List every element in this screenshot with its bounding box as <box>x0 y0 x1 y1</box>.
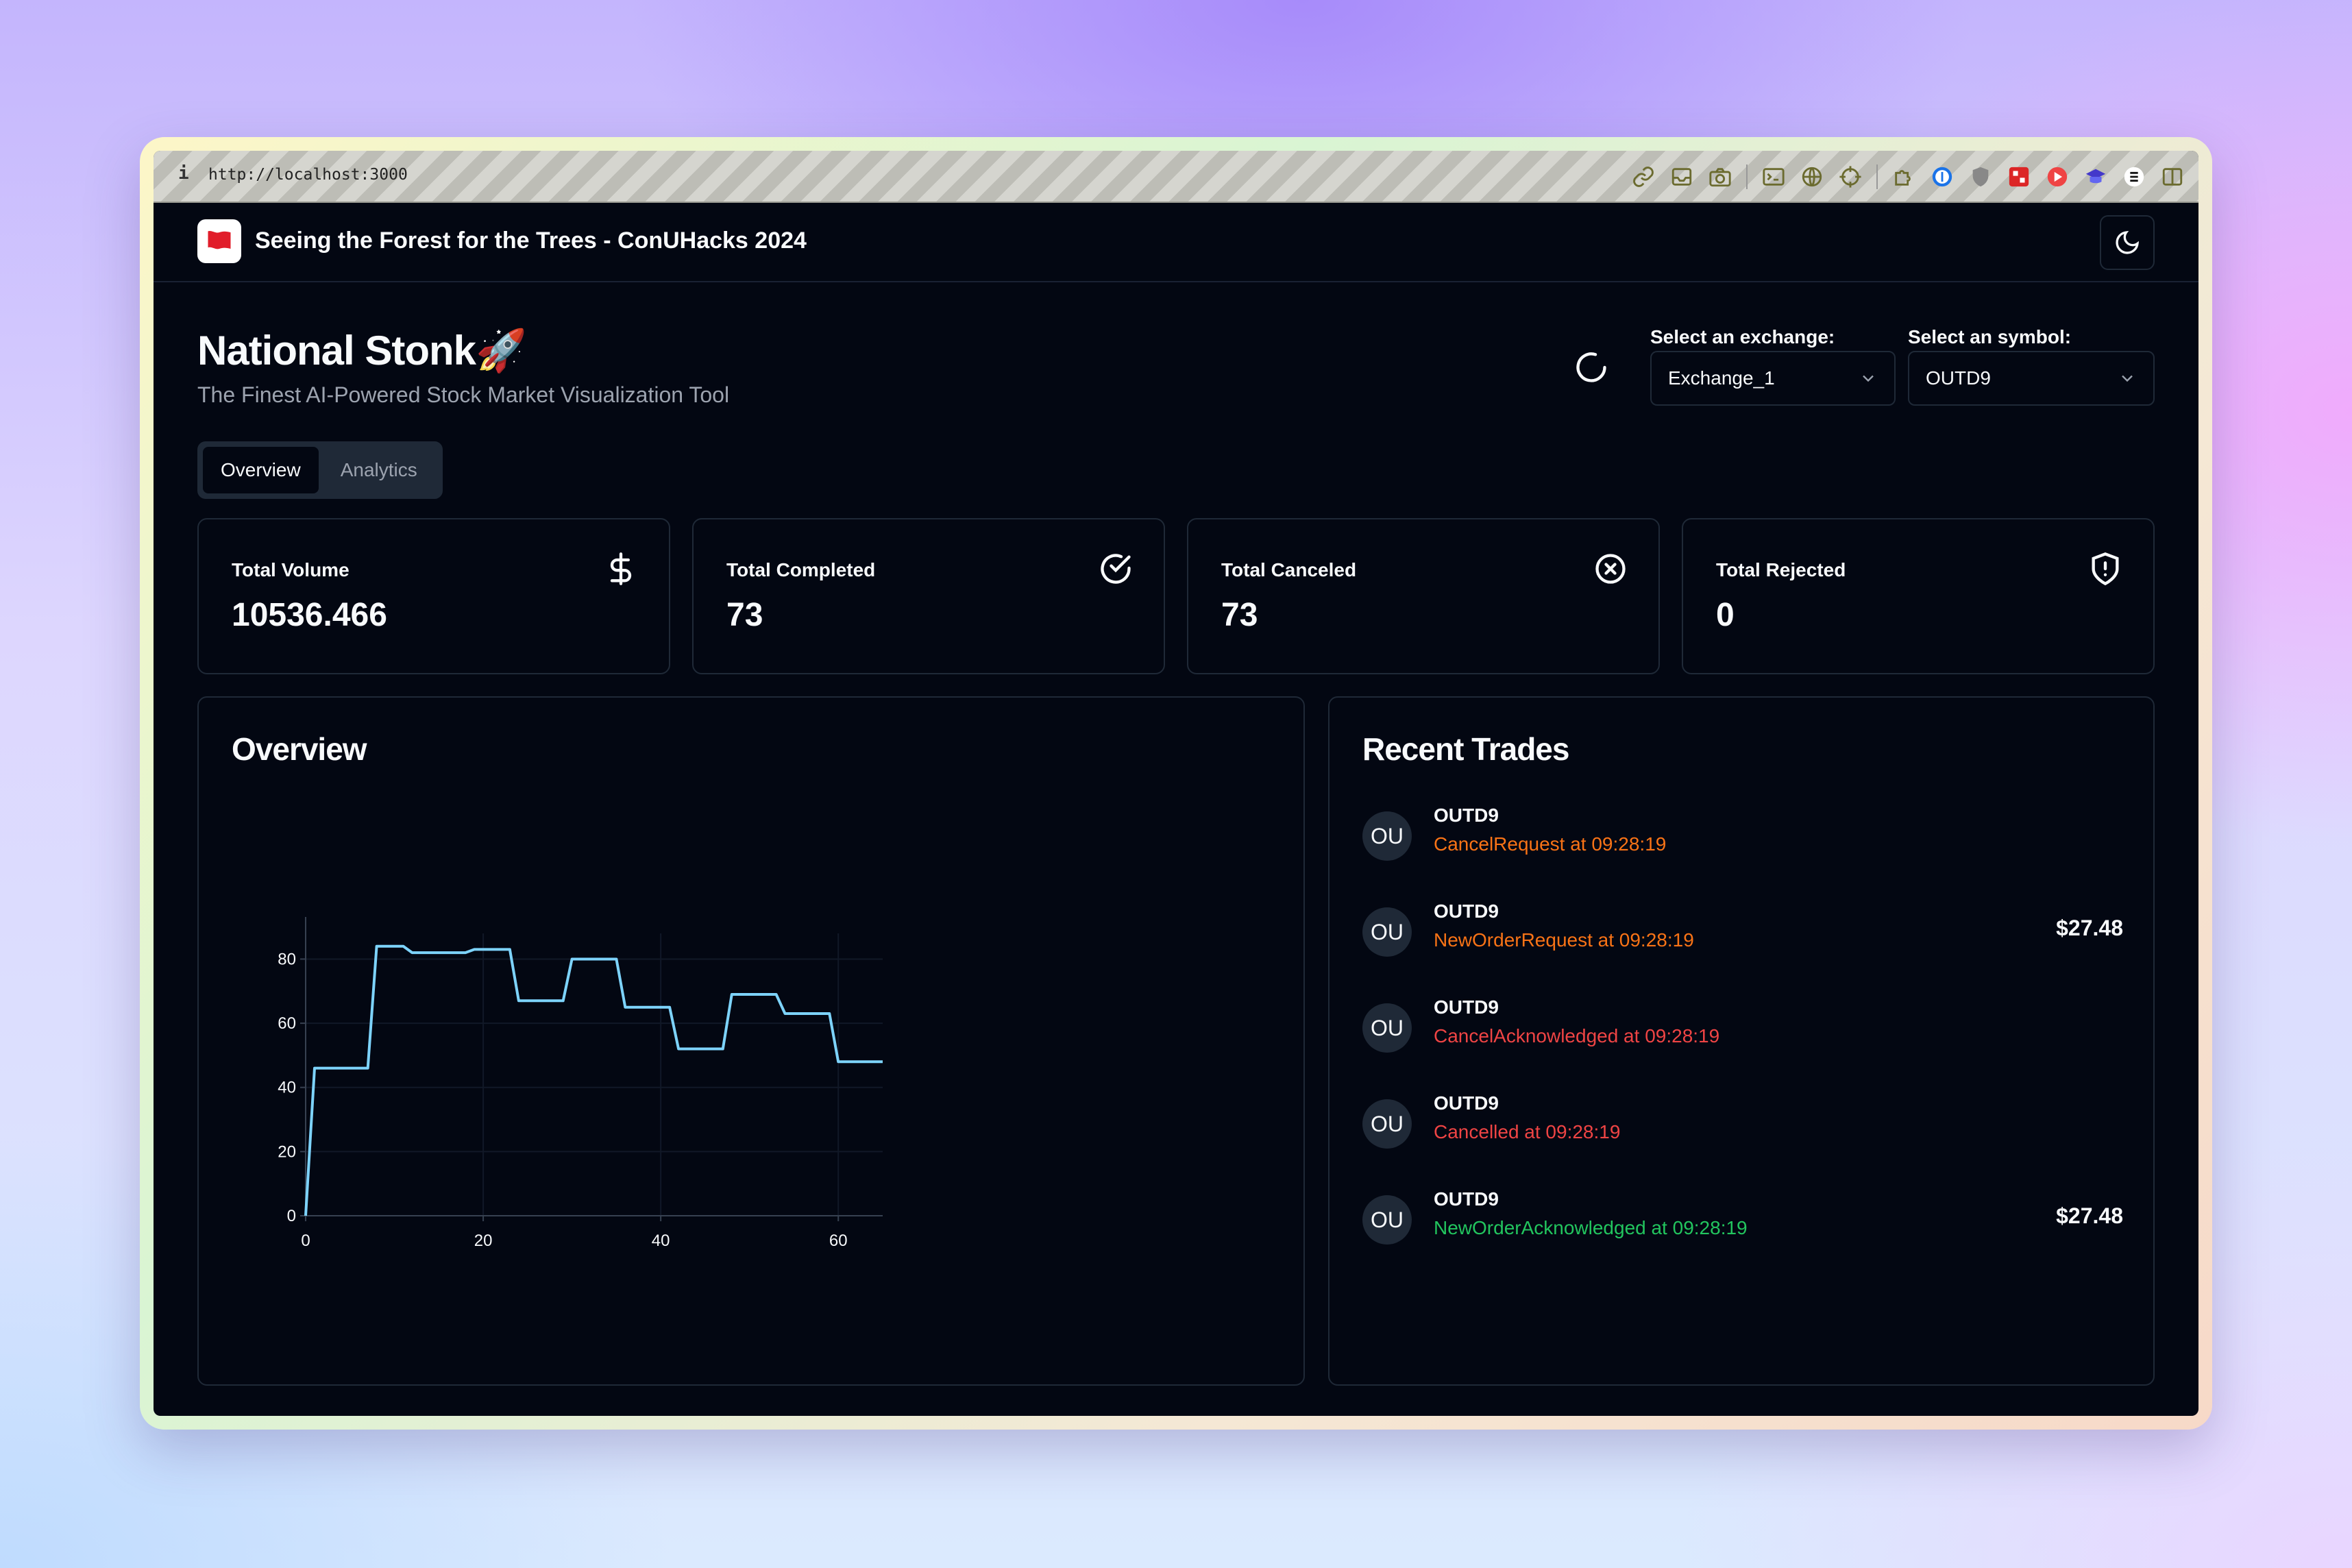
trade-symbol: OUTD9 <box>1434 805 1499 826</box>
play-extension-icon[interactable] <box>2045 164 2070 189</box>
flag-icon <box>208 230 231 249</box>
avatar: OU <box>1362 811 1412 861</box>
terminal-icon[interactable] <box>1761 164 1786 189</box>
overview-line-chart: 0 20 40 60 0 20 40 60 80 <box>278 917 883 1250</box>
stat-value: 0 <box>1716 597 1735 633</box>
password-manager-icon[interactable] <box>1930 164 1955 189</box>
trade-price: $27.48 <box>2056 916 2123 940</box>
stat-title: Total Completed <box>726 559 876 580</box>
info-icon[interactable]: i <box>178 163 189 184</box>
moon-icon <box>2116 230 2140 254</box>
series-line <box>304 944 883 1216</box>
puzzle-icon[interactable] <box>1891 164 1916 189</box>
window-frame: i http://localhost:3000 <box>140 137 2212 1430</box>
trade-row: OU OUTD9 CancelRequest at 09:28:19 <box>1362 805 2123 866</box>
check-circle-icon <box>1101 554 1131 584</box>
app-title: Seeing the Forest for the Trees - ConUHa… <box>255 228 807 254</box>
overview-title: Overview <box>232 731 367 767</box>
app-header: Seeing the Forest for the Trees - ConUHa… <box>154 203 2198 282</box>
loading-spinner-icon <box>1576 352 1606 382</box>
browser-window: i http://localhost:3000 <box>154 151 2198 1416</box>
recent-trades-card: Recent Trades OU OUTD9 CancelRequest at … <box>1328 696 2155 1386</box>
menu-extension-icon[interactable] <box>2122 164 2146 189</box>
avatar: OU <box>1362 1003 1412 1053</box>
stat-card-total-completed: Total Completed 73 <box>692 518 1165 674</box>
stat-value: 73 <box>726 597 763 633</box>
recent-trades-title: Recent Trades <box>1362 731 1569 767</box>
tab-overview[interactable]: Overview <box>203 447 319 493</box>
theme-toggle-button[interactable] <box>2100 215 2155 270</box>
x-circle-icon <box>1595 554 1626 584</box>
exchange-select-label: Select an exchange: <box>1650 326 1835 347</box>
grid-extension-icon[interactable] <box>2007 164 2031 189</box>
stat-title: Total Volume <box>232 559 350 580</box>
avatar: OU <box>1362 907 1412 957</box>
trade-symbol: OUTD9 <box>1434 1092 1499 1114</box>
y-tick-label: 60 <box>278 1014 296 1033</box>
camera-icon[interactable] <box>1708 164 1732 189</box>
trade-row: OU OUTD9 NewOrderAcknowledged at 09:28:1… <box>1362 1188 2123 1250</box>
stat-value: 73 <box>1221 597 1258 633</box>
avatar: OU <box>1362 1195 1412 1245</box>
dollar-icon <box>610 552 632 585</box>
url-text[interactable]: http://localhost:3000 <box>208 166 408 184</box>
sidebar-toggle-icon[interactable] <box>2160 164 2185 189</box>
view-tabs: Overview Analytics <box>197 441 443 499</box>
trade-status: Cancelled at 09:28:19 <box>1434 1121 1621 1142</box>
stat-title: Total Rejected <box>1716 559 1846 580</box>
symbol-select[interactable]: OUTD9 <box>1908 351 2155 406</box>
symbol-select-label: Select an symbol: <box>1908 326 2072 347</box>
avatar: OU <box>1362 1099 1412 1149</box>
stat-card-total-rejected: Total Rejected 0 <box>1682 518 2155 674</box>
trade-symbol: OUTD9 <box>1434 996 1499 1018</box>
overview-card: Overview 0 20 40 60 0 20 40 60 80 <box>197 696 1305 1386</box>
y-tick-label: 0 <box>287 1207 296 1225</box>
shield-extension-icon[interactable] <box>1968 164 1993 189</box>
page-title: National Stonk🚀 <box>197 328 527 373</box>
shield-alert-icon <box>2092 552 2119 586</box>
trade-price: $27.48 <box>2056 1203 2123 1228</box>
trade-status: NewOrderRequest at 09:28:19 <box>1434 929 1694 951</box>
trade-symbol: OUTD9 <box>1434 1188 1499 1210</box>
url-bar[interactable]: i http://localhost:3000 <box>154 151 2198 203</box>
exchange-select[interactable]: Exchange_1 <box>1650 351 1896 406</box>
chevron-down-icon <box>1863 375 1874 382</box>
trade-status: NewOrderAcknowledged at 09:28:19 <box>1434 1217 1748 1238</box>
exchange-select-value: Exchange_1 <box>1668 367 1775 389</box>
symbol-select-value: OUTD9 <box>1926 367 1991 389</box>
stat-title: Total Canceled <box>1221 559 1357 580</box>
stat-card-total-volume: Total Volume 10536.466 <box>197 518 670 674</box>
cap-extension-icon[interactable] <box>2083 164 2108 189</box>
x-tick-label: 0 <box>301 1232 310 1250</box>
trade-row: OU OUTD9 Cancelled at 09:28:19 <box>1362 1092 2123 1154</box>
trade-row: OU OUTD9 NewOrderRequest at 09:28:19 $27… <box>1362 901 2123 962</box>
trade-symbol: OUTD9 <box>1434 901 1499 922</box>
y-tick-label: 80 <box>278 950 296 968</box>
x-tick-label: 20 <box>474 1232 493 1250</box>
chevron-down-icon <box>2122 375 2133 382</box>
trade-status: CancelRequest at 09:28:19 <box>1434 833 1667 855</box>
x-tick-label: 60 <box>829 1232 848 1250</box>
stat-value: 10536.466 <box>232 597 387 633</box>
crosshair-icon[interactable] <box>1838 164 1863 189</box>
y-tick-label: 40 <box>278 1079 296 1097</box>
trade-row: OU OUTD9 CancelAcknowledged at 09:28:19 <box>1362 996 2123 1058</box>
toolbar-divider <box>1876 164 1878 189</box>
app-logo[interactable] <box>197 219 241 263</box>
trade-status: CancelAcknowledged at 09:28:19 <box>1434 1025 1720 1046</box>
tab-analytics[interactable]: Analytics <box>340 459 417 480</box>
toolbar-divider <box>1746 164 1748 189</box>
extension-toolbar <box>1631 162 2185 192</box>
y-tick-label: 20 <box>278 1142 296 1161</box>
globe-icon[interactable] <box>1800 164 1824 189</box>
page-subtitle: The Finest AI-Powered Stock Market Visua… <box>197 382 730 407</box>
stat-card-total-canceled: Total Canceled 73 <box>1187 518 1660 674</box>
x-tick-label: 40 <box>652 1232 670 1250</box>
link-icon[interactable] <box>1631 164 1656 189</box>
inbox-icon[interactable] <box>1669 164 1694 189</box>
